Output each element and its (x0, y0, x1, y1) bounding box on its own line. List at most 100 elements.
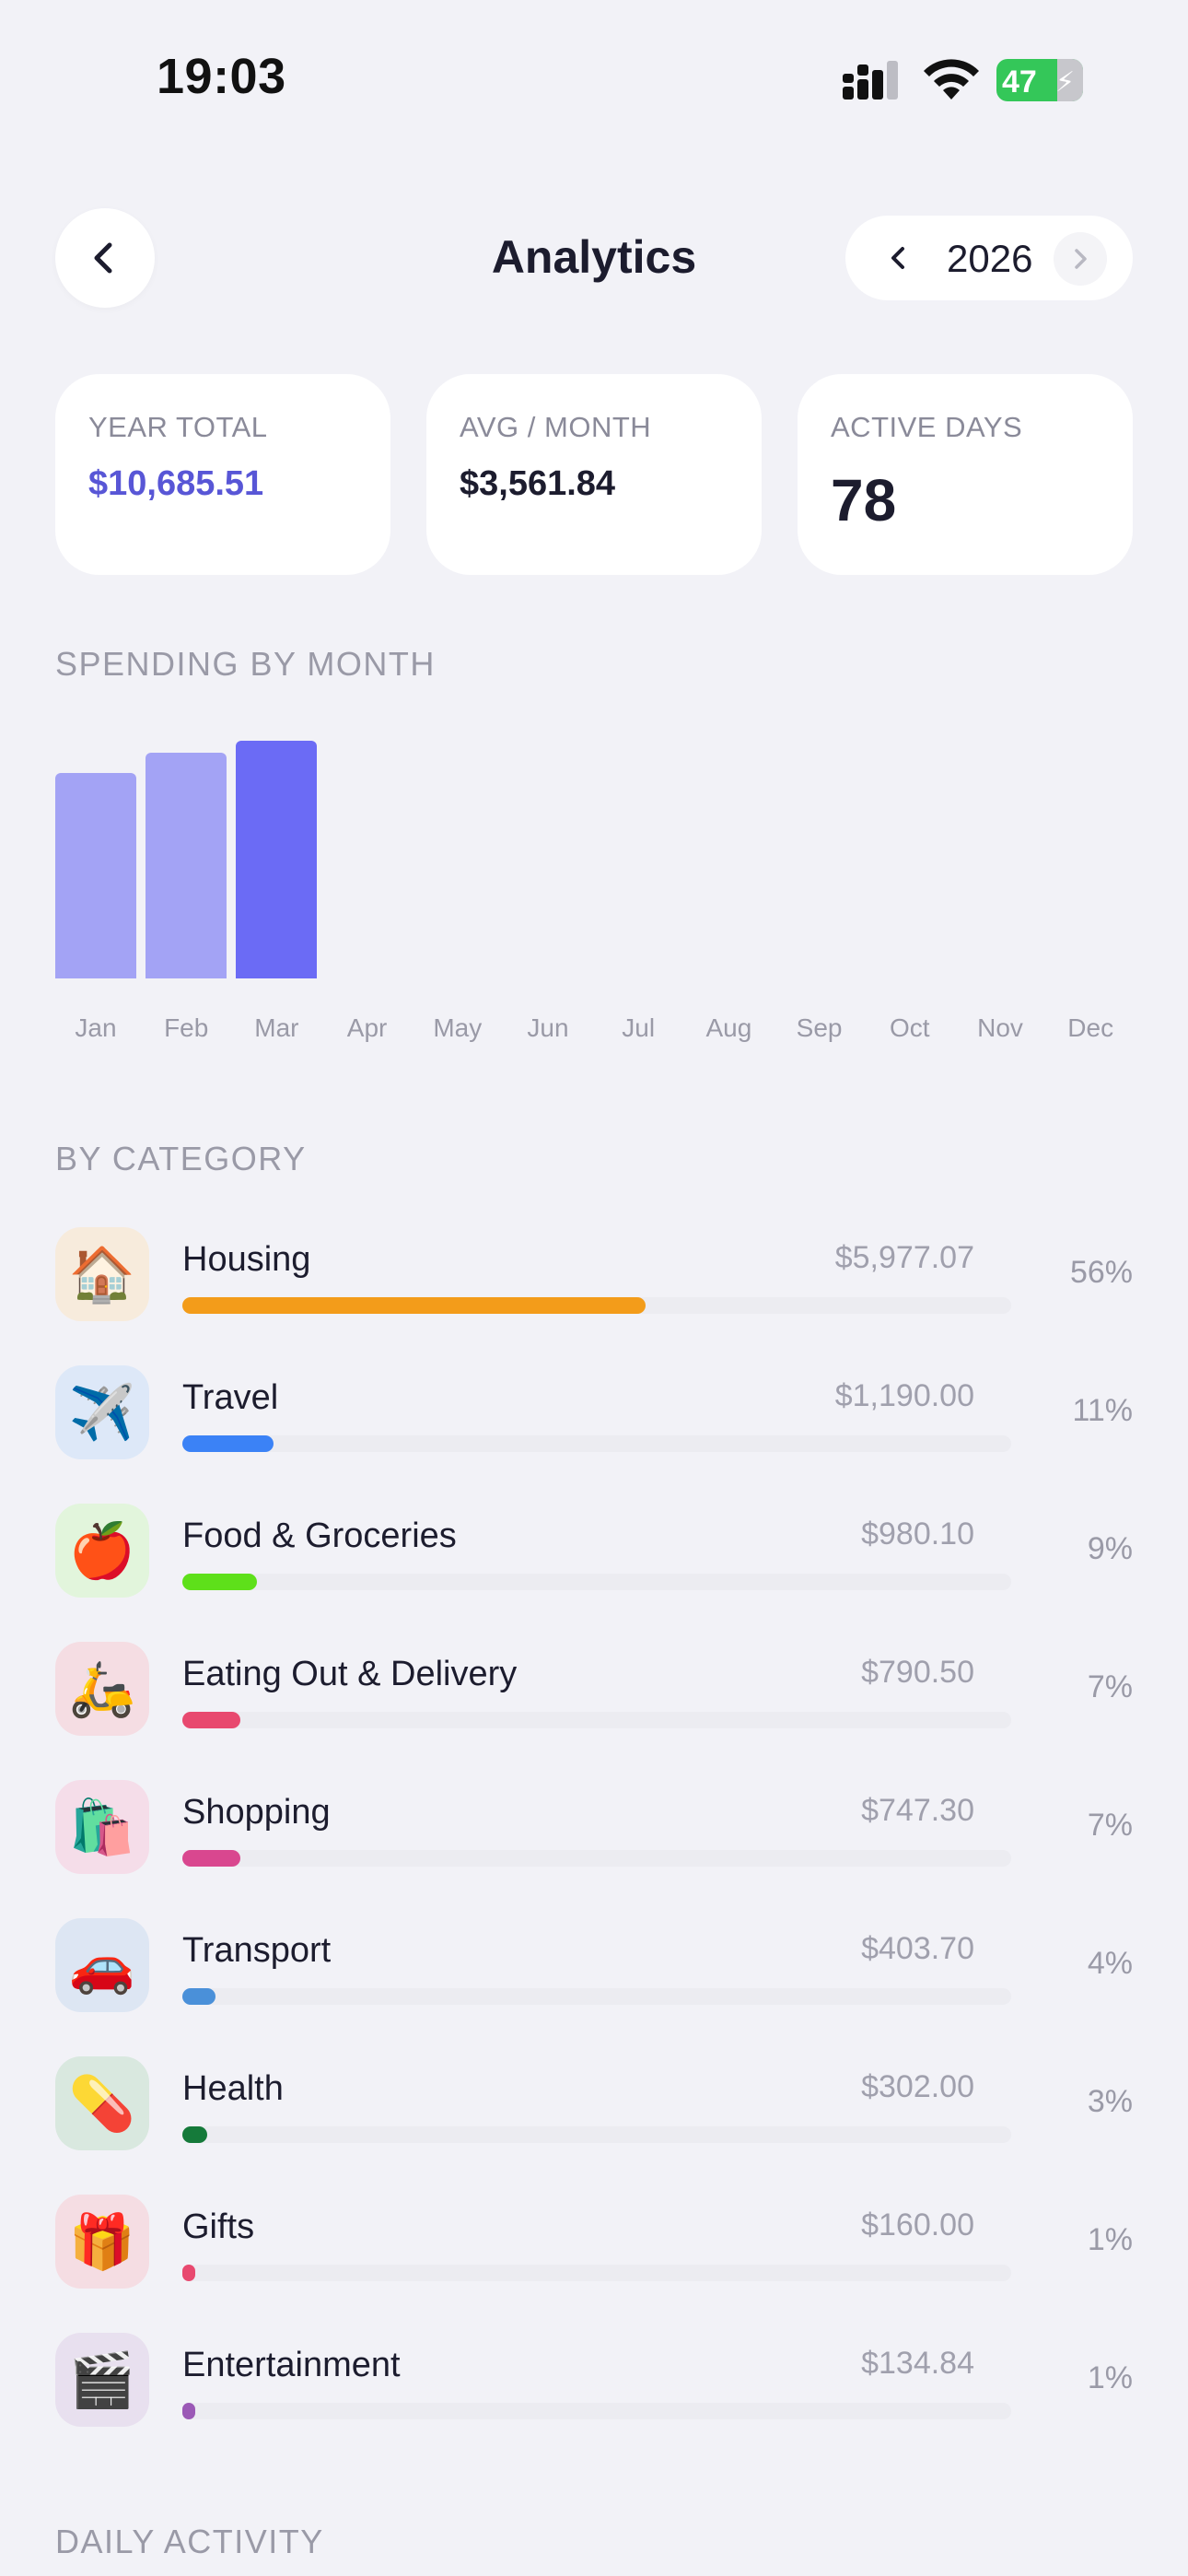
category-percent: 11% (1072, 1393, 1133, 1428)
category-progress-track (182, 2265, 1011, 2281)
clapperboard-icon: 🎬 (55, 2333, 149, 2427)
category-name: Housing (182, 1240, 311, 1279)
month-label-jul: Jul (622, 1013, 656, 1042)
category-progress-track (182, 1574, 1011, 1590)
status-time: 19:03 (157, 49, 286, 104)
next-year-button[interactable] (1054, 232, 1107, 286)
wifi-icon (924, 59, 979, 100)
stat-value: $3,561.84 (460, 464, 616, 503)
bar-jan[interactable] (55, 773, 136, 978)
chevron-left-icon (891, 247, 904, 269)
month-label-mar: Mar (254, 1013, 299, 1042)
category-name: Eating Out & Delivery (182, 1655, 518, 1693)
category-progress-track (182, 1712, 1011, 1728)
category-progress-fill (182, 1712, 240, 1728)
category-row-travel[interactable]: ✈️ Travel $1,190.00 11% (55, 1365, 1133, 1467)
month-label-apr: Apr (346, 1013, 388, 1042)
category-emoji: 🚗 (68, 1934, 136, 1996)
category-amount: $790.50 (861, 1655, 974, 1690)
category-row-eating-out-delivery[interactable]: 🛵 Eating Out & Delivery $790.50 7% (55, 1642, 1133, 1743)
category-row-gifts[interactable]: 🎁 Gifts $160.00 1% (55, 2195, 1133, 2296)
category-emoji: 🎁 (68, 2210, 136, 2273)
month-label-jan: Jan (75, 1013, 117, 1042)
category-row-entertainment[interactable]: 🎬 Entertainment $134.84 1% (55, 2333, 1133, 2434)
category-percent: 1% (1087, 2222, 1133, 2257)
category-row-housing[interactable]: 🏠 Housing $5,977.07 56% (55, 1227, 1133, 1329)
category-emoji: 🛍️ (68, 1796, 136, 1858)
page-title: Analytics (491, 231, 697, 283)
avg-month-card: AVG / MONTH $3,561.84 (426, 374, 762, 575)
category-amount: $1,190.00 (834, 1378, 974, 1413)
category-name: Shopping (182, 1793, 331, 1832)
category-progress-track (182, 1850, 1011, 1867)
previous-year-button[interactable] (877, 236, 921, 280)
year-label: 2026 (947, 237, 1033, 280)
category-amount: $134.84 (861, 2346, 974, 2381)
category-row-transport[interactable]: 🚗 Transport $403.70 4% (55, 1918, 1133, 2020)
pill-icon: 💊 (55, 2056, 149, 2150)
category-row-shopping[interactable]: 🛍️ Shopping $747.30 7% (55, 1780, 1133, 1881)
category-progress-track (182, 1988, 1011, 2005)
category-progress-fill (182, 2126, 207, 2143)
daily-activity-header: DAILY ACTIVITY (55, 2523, 324, 2560)
category-percent: 56% (1069, 1255, 1133, 1290)
by-category-header: BY CATEGORY (55, 1140, 307, 1177)
shopping-bags-icon: 🛍️ (55, 1780, 149, 1874)
month-label-jun: Jun (527, 1013, 569, 1042)
category-amount: $747.30 (861, 1793, 974, 1828)
stat-value: 78 (831, 467, 897, 533)
month-label-sep: Sep (796, 1013, 843, 1042)
stat-label: AVG / MONTH (460, 411, 652, 443)
month-label-nov: Nov (977, 1013, 1023, 1042)
category-amount: $302.00 (861, 2069, 974, 2104)
scooter-icon: 🛵 (55, 1642, 149, 1736)
month-label-dec: Dec (1067, 1013, 1114, 1042)
category-amount: $980.10 (861, 1516, 974, 1551)
category-name: Entertainment (182, 2346, 401, 2384)
category-amount: $5,977.07 (834, 1240, 974, 1275)
category-emoji: ✈️ (68, 1381, 136, 1444)
category-emoji: 🛵 (68, 1657, 136, 1720)
chevron-left-icon (94, 242, 112, 274)
bar-mar[interactable] (236, 741, 318, 978)
category-progress-fill (182, 1850, 240, 1867)
category-name: Gifts (182, 2207, 255, 2246)
category-amount: $403.70 (861, 1931, 974, 1966)
month-label-feb: Feb (164, 1013, 209, 1042)
category-amount: $160.00 (861, 2207, 974, 2242)
category-progress-fill (182, 1988, 215, 2005)
category-progress-track (182, 1435, 1011, 1452)
category-percent: 9% (1087, 1531, 1133, 1566)
bar-feb[interactable] (146, 752, 227, 978)
category-emoji: 🎬 (68, 2348, 136, 2411)
spending-bar-chart: Jan Feb Mar Apr May Jun Jul Aug Sep Oct Nov Dec (55, 728, 1133, 1042)
battery-indicator: 47 ⚡ (996, 59, 1083, 101)
year-picker: 2026 (845, 216, 1133, 300)
category-name: Food & Groceries (182, 1516, 457, 1555)
category-name: Travel (182, 1378, 279, 1417)
category-emoji: 🍎 (68, 1519, 136, 1582)
year-total-card: YEAR TOTAL $10,685.51 (55, 374, 390, 575)
back-button[interactable] (55, 208, 155, 308)
spending-by-month-header: SPENDING BY MONTH (55, 645, 436, 683)
category-percent: 7% (1087, 1669, 1133, 1704)
month-label-may: May (433, 1013, 483, 1042)
category-name: Transport (182, 1931, 332, 1970)
category-progress-track (182, 2403, 1011, 2419)
cellular-signal-icon (843, 61, 898, 100)
category-progress-fill (182, 1574, 257, 1590)
car-icon: 🚗 (55, 1918, 149, 2012)
stat-label: YEAR TOTAL (88, 411, 268, 443)
stat-value: $10,685.51 (88, 464, 264, 503)
category-percent: 4% (1087, 1946, 1133, 1981)
charging-bolt-icon: ⚡ (1055, 67, 1076, 98)
airplane-icon: ✈️ (55, 1365, 149, 1459)
category-progress-fill (182, 2403, 195, 2419)
category-progress-track (182, 2126, 1011, 2143)
active-days-card: ACTIVE DAYS 78 (798, 374, 1133, 575)
category-row-food-groceries[interactable]: 🍎 Food & Groceries $980.10 9% (55, 1504, 1133, 1605)
category-percent: 1% (1087, 2360, 1133, 2395)
month-label-aug: Aug (705, 1013, 752, 1042)
category-progress-track (182, 1297, 1011, 1314)
category-row-health[interactable]: 💊 Health $302.00 3% (55, 2056, 1133, 2158)
